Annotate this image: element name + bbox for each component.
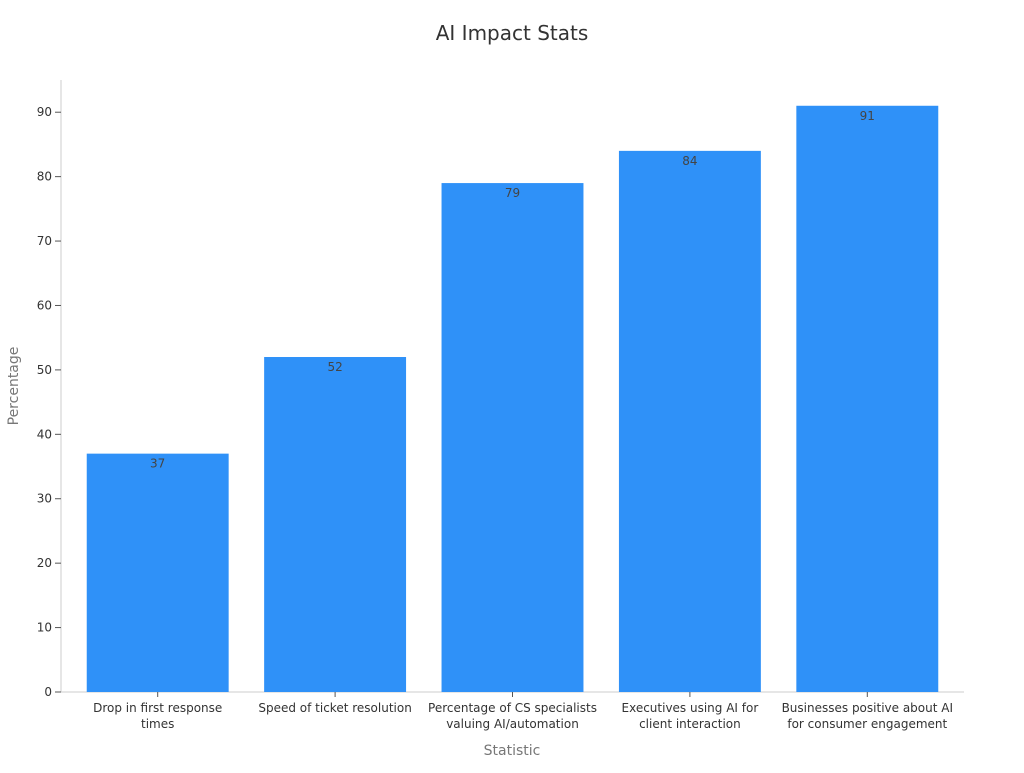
bar-value-label: 37 (150, 457, 165, 471)
y-tick-label: 70 (37, 234, 52, 248)
bar (441, 183, 584, 693)
bar-value-label: 91 (860, 109, 875, 123)
chart-title: AI Impact Stats (436, 21, 589, 45)
y-tick-label: 50 (37, 363, 52, 377)
y-axis: 0 10 20 30 40 50 60 70 80 90 (37, 80, 62, 699)
y-tick-label: 60 (37, 298, 52, 312)
bar-value-label: 52 (327, 360, 342, 374)
y-tick-label: 10 (37, 621, 52, 635)
y-tick-label: 40 (37, 427, 52, 441)
y-tick-label: 20 (37, 556, 52, 570)
x-tick-label: Speed of ticket resolution (258, 701, 411, 715)
bar (86, 453, 229, 692)
y-tick-label: 80 (37, 170, 52, 184)
x-tick-label: Businesses positive about AI for consumer… (782, 701, 953, 731)
x-tick-label: Percentage of CS specialists valuing AI/a… (428, 701, 597, 731)
y-tick-label: 90 (37, 105, 52, 119)
x-tick-label: Drop in first response times (93, 701, 222, 731)
y-axis-label: Percentage (6, 347, 22, 426)
bar (264, 357, 407, 692)
x-axis-label: Statistic (484, 743, 541, 759)
y-tick-label: 30 (37, 492, 52, 506)
bar-value-label: 84 (682, 154, 697, 168)
y-tick-label: 0 (44, 685, 52, 699)
bar-value-label: 79 (505, 186, 520, 200)
x-tick-label: Executives using AI for client interactio… (622, 701, 759, 731)
bar (796, 105, 939, 692)
bars: 37 52 79 84 91 (86, 105, 939, 693)
x-axis: Drop in first response times Speed of tick… (61, 691, 964, 731)
bar (618, 150, 761, 692)
